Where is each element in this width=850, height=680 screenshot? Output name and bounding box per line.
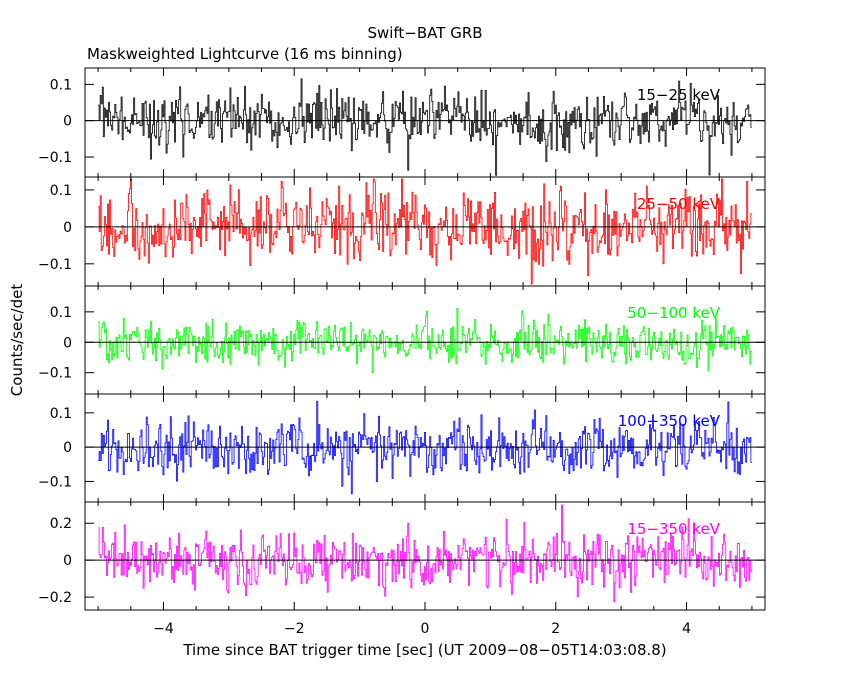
lightcurve-series — [98, 308, 752, 373]
panel-frame — [84, 285, 766, 395]
panel-2: −0.1 0 0.1 25−50 keV — [38, 176, 766, 287]
x-tick-label: 4 — [682, 621, 691, 637]
x-tick-label: 2 — [551, 621, 560, 637]
panel-5: −0.2 0 0.2 15−350 keV — [38, 501, 766, 611]
lightcurve-series — [98, 504, 752, 603]
panel-frame — [84, 176, 766, 287]
y-tick-label: 0.1 — [50, 406, 72, 422]
panel-4: −0.1 0 0.1 100−350 keV — [38, 393, 766, 503]
band-label: 25−50 keV — [637, 195, 721, 213]
x-tick-label: −4 — [153, 621, 174, 637]
x-tick-label: −2 — [284, 621, 305, 637]
x-axis-label: Time since BAT trigger time [sec] (UT 20… — [182, 641, 666, 659]
y-tick-label: 0 — [63, 114, 72, 130]
lightcurve-series — [98, 400, 752, 495]
y-tick-label: −0.2 — [38, 590, 72, 606]
y-tick-label: −0.1 — [38, 366, 72, 382]
panels-group: −0.1 0 0.1 15−25 keV −0.1 0 0.1 25−50 keV −0.1 0 0… — [38, 67, 766, 611]
y-tick-label: 0.2 — [50, 516, 72, 532]
y-tick-label: −0.1 — [38, 150, 72, 166]
chart-subtitle: Maskweighted Lightcurve (16 ms binning) — [87, 45, 403, 63]
panel-1: −0.1 0 0.1 15−25 keV — [38, 67, 766, 178]
lightcurve-series — [98, 78, 752, 176]
y-tick-label: 0 — [63, 553, 72, 569]
y-tick-label: 0 — [63, 335, 72, 351]
y-tick-label: 0.1 — [50, 305, 72, 321]
chart-title: Swift−BAT GRB — [367, 24, 482, 42]
y-tick-label: 0.1 — [50, 77, 72, 93]
x-tick-labels: −4 −2 0 2 4 — [153, 621, 691, 637]
band-label: 15−25 keV — [637, 86, 721, 104]
x-tick-label: 0 — [421, 621, 430, 637]
y-tick-label: −0.1 — [38, 257, 72, 273]
lightcurve-series — [98, 178, 752, 285]
y-axis-label: Counts/sec/det — [8, 284, 26, 397]
band-label: 50−100 keV — [627, 304, 720, 322]
y-tick-label: 0.1 — [50, 183, 72, 199]
y-tick-label: −0.1 — [38, 474, 72, 490]
y-tick-label: 0 — [63, 440, 72, 456]
y-tick-label: 0 — [63, 220, 72, 236]
band-label: 100−350 keV — [618, 412, 721, 430]
band-label: 15−350 keV — [627, 520, 720, 538]
panel-3: −0.1 0 0.1 50−100 keV — [38, 285, 766, 395]
